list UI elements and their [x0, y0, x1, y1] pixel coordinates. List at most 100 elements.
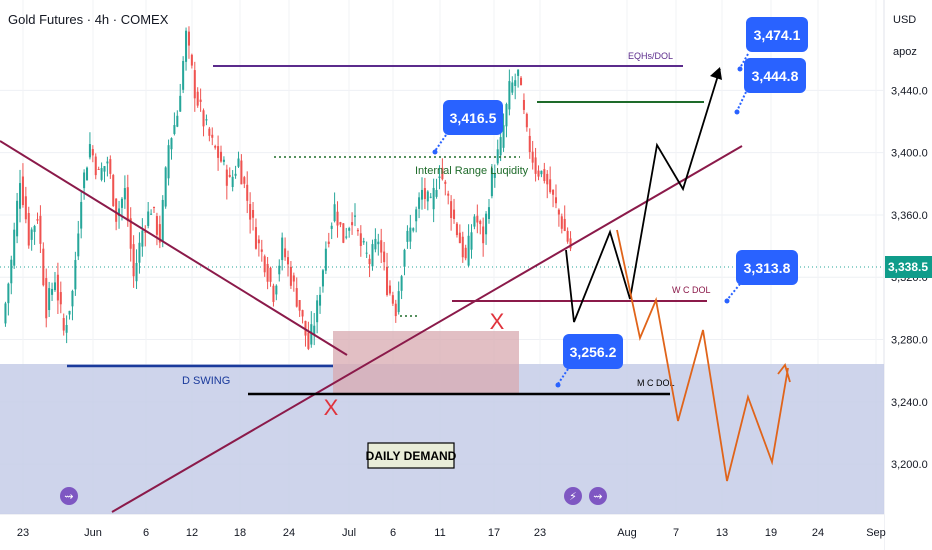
x-mark-2: X: [490, 309, 505, 334]
candle-up: [205, 119, 208, 121]
y-tick-label: 3,440.0: [891, 85, 928, 97]
candle-down: [190, 54, 193, 66]
callout-box: [443, 100, 503, 135]
x-tick-label: 24: [812, 527, 824, 539]
candle-down: [219, 151, 223, 162]
callout-text: 3,256.2: [570, 344, 617, 360]
candle-down: [208, 128, 211, 136]
callout-pointer: [739, 53, 749, 69]
callout-3444[interactable]: 3,444.8: [734, 58, 807, 115]
candle-down: [97, 169, 100, 171]
candle-down: [339, 222, 342, 225]
candle-up: [353, 215, 357, 217]
candle-down: [240, 160, 243, 185]
candle-up: [231, 176, 234, 188]
callout-3313[interactable]: 3,313.8: [724, 250, 799, 304]
x-tick-label: 23: [17, 527, 29, 539]
candle-up: [432, 187, 435, 210]
candle-down: [356, 229, 359, 232]
split-icon[interactable]: ⇝: [589, 487, 607, 505]
candle-up: [53, 282, 56, 291]
candle-up: [319, 294, 322, 306]
candle-down: [56, 274, 59, 301]
candle-down: [286, 257, 290, 265]
x-tick-label: 18: [234, 527, 246, 539]
candle-down: [289, 266, 292, 286]
candle-up: [345, 236, 348, 238]
candle-down: [129, 218, 132, 249]
wc-dol-label: W C DOL: [672, 285, 711, 295]
candle-down: [243, 177, 246, 184]
callout-3474[interactable]: 3,474.1: [737, 17, 809, 72]
candle-down: [423, 188, 426, 200]
x-tick-label: 6: [143, 527, 149, 539]
candle-down: [383, 251, 386, 263]
candle-up: [374, 238, 377, 250]
candle-down: [158, 224, 161, 243]
candle-down: [453, 209, 456, 219]
bearish-projection-path: [616, 229, 789, 482]
candle-down: [228, 174, 231, 177]
x-tick-label: 23: [534, 527, 546, 539]
mc-dol-label: M C DOL: [637, 378, 675, 388]
candle-up: [397, 291, 400, 313]
unit-label[interactable]: apoz: [893, 46, 917, 58]
candle-up: [65, 324, 68, 333]
earnings-icon[interactable]: ⚡: [564, 487, 582, 505]
daily-demand-label: DAILY DEMAND: [366, 449, 457, 463]
callout-text: 3,313.8: [744, 260, 791, 276]
candle-up: [120, 198, 123, 208]
candle-up: [164, 167, 167, 207]
callout-3416[interactable]: 3,416.5: [432, 100, 504, 155]
candle-down: [461, 236, 464, 258]
candle-up: [400, 276, 403, 291]
candle-down: [534, 157, 537, 174]
callout-anchor: [432, 149, 438, 155]
candle-down: [557, 209, 560, 215]
callout-pointer: [434, 134, 447, 152]
candle-down: [351, 222, 354, 226]
callout-box: [746, 17, 808, 52]
split-icon[interactable]: ⇝: [60, 487, 78, 505]
y-tick-label: 3,200.0: [891, 459, 928, 471]
candle-down: [36, 219, 39, 221]
candle-down: [155, 216, 158, 235]
candle-up: [85, 167, 89, 181]
candle-up: [420, 189, 424, 200]
candle-up: [415, 209, 418, 222]
candle-down: [359, 233, 362, 246]
currency-label: USD: [893, 14, 916, 26]
bearish-projection-arrowhead: [777, 363, 791, 383]
candle-up: [150, 213, 153, 215]
candle-down: [336, 211, 339, 226]
candle-down: [257, 239, 260, 244]
candle-down: [62, 318, 65, 331]
candle-down: [109, 159, 112, 174]
candle-up: [141, 230, 144, 247]
y-tick-label: 3,240.0: [891, 397, 928, 409]
x-tick-label: Jun: [84, 527, 102, 539]
candle-up: [234, 173, 237, 176]
ascending-trendline: [111, 145, 743, 513]
candle-up: [83, 172, 86, 189]
candle-down: [464, 247, 467, 259]
svg-text:⚡: ⚡: [569, 491, 577, 503]
candle-down: [560, 216, 563, 229]
candle-up: [321, 270, 324, 287]
callout-anchor: [724, 298, 730, 304]
x-tick-label: Sep: [866, 527, 886, 539]
candle-up: [517, 69, 520, 76]
candle-up: [505, 104, 508, 127]
candle-down: [21, 176, 24, 206]
candle-up: [316, 300, 319, 323]
candle-up: [490, 168, 493, 197]
candle-up: [511, 82, 514, 93]
candle-down: [263, 256, 266, 273]
candle-down: [531, 151, 534, 163]
candle-down: [217, 146, 220, 158]
callout-3256[interactable]: 3,256.2: [555, 334, 624, 388]
svg-text:⇝: ⇝: [64, 491, 73, 503]
candle-down: [546, 173, 549, 185]
candle-down: [295, 288, 298, 307]
